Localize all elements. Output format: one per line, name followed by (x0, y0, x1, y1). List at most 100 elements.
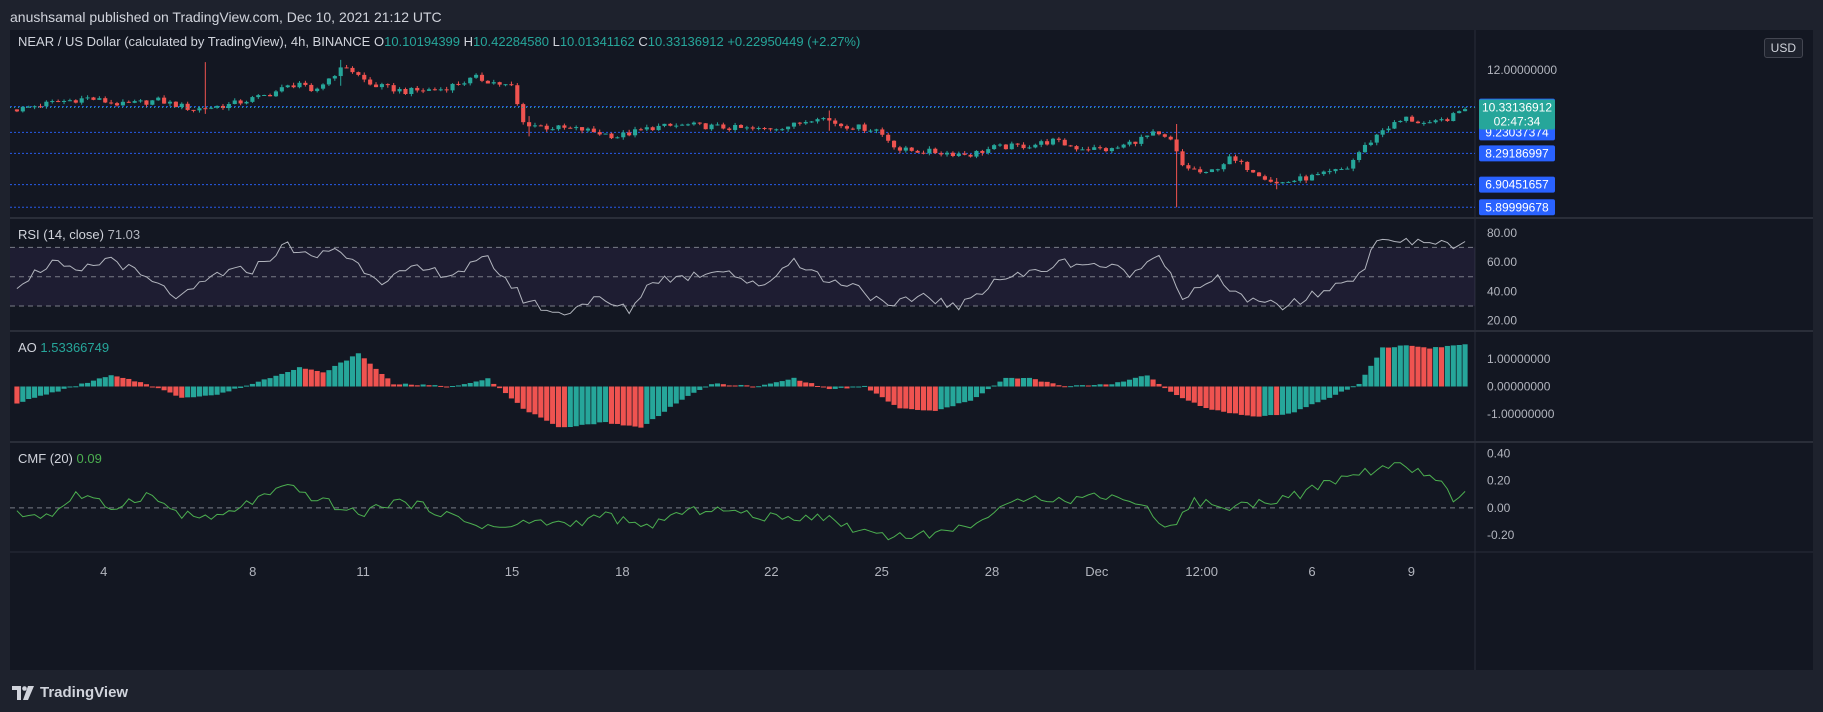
ao-bar (485, 378, 491, 387)
cmf-label: CMF (20) (18, 451, 73, 466)
candle-body (126, 101, 131, 103)
ao-bar (773, 382, 779, 387)
candle-body (162, 97, 167, 104)
ao-bar (1397, 345, 1403, 387)
ao-bar (797, 380, 803, 387)
candle-body (550, 129, 555, 131)
ao-bar (26, 386, 32, 400)
candle-body (432, 89, 437, 91)
candle-body (1092, 147, 1097, 150)
candle-body (1015, 143, 1020, 145)
ao-bar (844, 386, 850, 389)
ao-bar (143, 384, 150, 387)
currency-button[interactable]: USD (1763, 38, 1803, 58)
ao-bar (820, 386, 826, 388)
candle-body (585, 128, 591, 131)
ao-bar (249, 383, 255, 387)
ao-bar (1268, 386, 1274, 416)
candle-body (197, 108, 202, 111)
candle-body (1233, 156, 1238, 161)
candle-body (1262, 176, 1267, 180)
rsi-legend: RSI (14, close) 71.03 (18, 227, 140, 242)
ao-bar (1197, 386, 1203, 406)
tradingview-logo[interactable]: TradingView (12, 684, 128, 701)
ao-bar (208, 386, 214, 396)
high-value: 10.42284580 (473, 34, 549, 49)
ao-bar (155, 386, 161, 389)
candle-body (1050, 138, 1056, 145)
ao-bar (803, 382, 809, 387)
ao-bar (1262, 386, 1268, 416)
candle-body (597, 132, 602, 135)
ao-bar (579, 386, 585, 425)
ao-bar (296, 367, 303, 387)
ao-bar (650, 386, 656, 420)
ao-bar (791, 377, 797, 387)
high-key: H (463, 34, 474, 49)
candle-body (409, 87, 414, 95)
ao-bar (956, 386, 962, 404)
chart-frame[interactable]: 12.0000000010.372900079.230373748.291869… (10, 30, 1813, 670)
time-axis-tick: 6 (1308, 564, 1315, 579)
cmf-value: 0.09 (76, 451, 102, 466)
candle-body (1239, 160, 1244, 162)
candle-body (897, 147, 902, 151)
candle-body (338, 67, 343, 77)
candle-body (1080, 149, 1085, 151)
ao-bar (255, 381, 261, 387)
candle-body (733, 124, 738, 130)
candle-body (1404, 116, 1409, 121)
ao-bar (402, 383, 409, 387)
ao-bar (1009, 377, 1015, 387)
candle-body (903, 147, 908, 151)
change-value: +0.22950449 (+2.27%) (727, 34, 861, 49)
candle-body (1133, 141, 1138, 144)
candle-body (774, 129, 779, 131)
ao-bar (432, 385, 438, 387)
ao-bar (285, 372, 291, 387)
ao-axis-tick: 0.00000000 (1487, 380, 1551, 394)
ao-bar (656, 386, 662, 417)
ao-bar (1297, 386, 1303, 410)
ao-bar (497, 386, 503, 389)
candle-body (562, 125, 567, 128)
candle-body (538, 125, 543, 127)
candle-body (997, 144, 1003, 146)
candle-body (1380, 130, 1385, 135)
ao-bar (385, 378, 391, 387)
candle-body (644, 127, 649, 130)
candle-body (1433, 120, 1438, 123)
candle-body (791, 122, 797, 127)
ao-bar (1132, 377, 1138, 387)
candle-body (1274, 181, 1279, 184)
candle-body (1209, 169, 1214, 173)
candle-body (403, 88, 408, 95)
candle-body (1168, 136, 1173, 140)
candle-body (268, 94, 273, 97)
candle-body (497, 82, 502, 85)
candle-body (232, 100, 237, 104)
chart-svg[interactable]: 12.0000000010.372900079.230373748.291869… (10, 30, 1813, 670)
ao-axis-tick: 1.00000000 (1487, 352, 1551, 366)
ao-bar (1091, 385, 1097, 387)
candle-body (750, 127, 755, 129)
candle-body (1280, 182, 1285, 184)
candle-body (315, 88, 320, 92)
bar-countdown-label: 02:47:34 (1494, 115, 1541, 129)
ao-bar (673, 386, 679, 404)
ao-bar (979, 386, 985, 394)
ao-bar (1015, 378, 1021, 387)
candle-body (556, 125, 561, 130)
candle-body (1386, 128, 1391, 131)
candle-body (544, 125, 549, 130)
candle-body (173, 101, 178, 108)
ao-bar (491, 383, 497, 387)
ao-bar (1050, 383, 1056, 387)
candle-body (703, 123, 708, 130)
ao-bar (1020, 377, 1027, 387)
time-axis-tick: 22 (764, 564, 778, 579)
symbol-label: NEAR / US Dollar (calculated by TradingV… (18, 34, 371, 49)
candle-body (56, 101, 61, 103)
ao-bar (502, 386, 509, 394)
candle-body (14, 109, 20, 112)
